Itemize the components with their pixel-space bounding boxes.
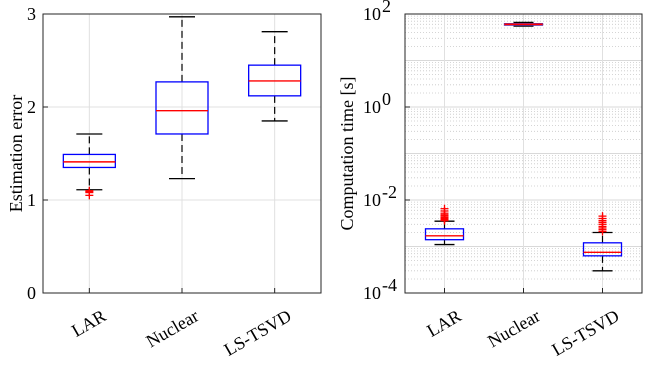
box-iqr xyxy=(424,228,465,241)
y-tick-exponent: -2 xyxy=(382,182,397,202)
outlier-marker xyxy=(440,204,449,213)
grid xyxy=(405,14,642,294)
box-ls-tsvd xyxy=(582,212,623,272)
box-ls-tsvd xyxy=(248,31,302,122)
outlier-marker xyxy=(598,212,607,221)
estimation-error-chart: 0 1 2 3 LAR Nuclear LS-TSVD Estimation error xyxy=(6,4,322,360)
y-tick-label: 10 xyxy=(363,190,381,210)
outlier-marker xyxy=(85,186,94,195)
x-tick-label: Nuclear xyxy=(143,306,202,352)
y-axis-label: Computation time [s] xyxy=(337,77,357,231)
y-tick-label: 0 xyxy=(27,283,36,303)
y-tick-label: 10 xyxy=(363,4,381,24)
y-tick-exponent: -4 xyxy=(382,275,397,295)
y-tick-exponent: 0 xyxy=(382,89,391,109)
y-tick-label: 10 xyxy=(363,283,381,303)
box-iqr xyxy=(62,153,116,169)
x-tick-label: LAR xyxy=(68,306,109,341)
box-lar xyxy=(62,133,116,200)
y-tick-label: 3 xyxy=(27,4,36,24)
x-tick-label: LS-TSVD xyxy=(548,306,622,360)
box-iqr xyxy=(582,242,623,257)
box-lar xyxy=(424,204,465,246)
x-tick-label: LAR xyxy=(423,306,464,341)
box-nuclear xyxy=(503,21,544,27)
x-tick-label: Nuclear xyxy=(484,306,543,352)
x-tick-label: LS-TSVD xyxy=(221,306,295,360)
box-nuclear xyxy=(155,16,209,180)
y-tick-label: 10 xyxy=(363,97,381,117)
box-iqr xyxy=(155,81,209,135)
y-tick-label: 2 xyxy=(27,97,36,117)
y-tick-label: 1 xyxy=(27,190,36,210)
y-axis-ticks: 0 1 2 3 xyxy=(27,4,48,303)
y-tick-exponent: 2 xyxy=(382,0,391,16)
y-axis-label: Estimation error xyxy=(6,95,26,212)
